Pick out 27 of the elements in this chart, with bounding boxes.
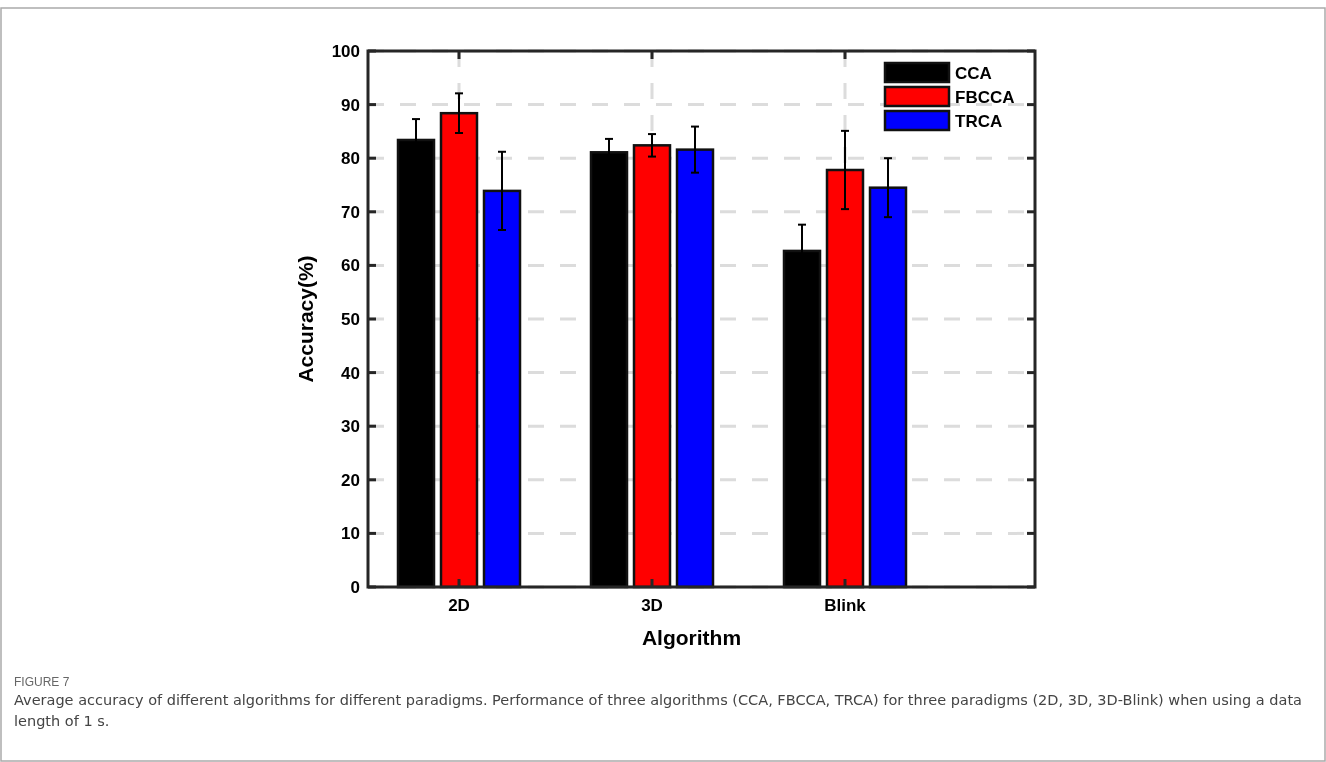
bar	[675, 148, 715, 589]
y-tick-label: 30	[341, 417, 360, 437]
x-axis-title: Algorithm	[641, 626, 742, 649]
y-tick-label: 20	[341, 470, 360, 490]
caption: FIGURE 7	[14, 675, 70, 689]
bar	[632, 144, 672, 589]
y-tick-label: 100	[331, 41, 360, 61]
bar	[825, 168, 865, 589]
bar	[868, 186, 908, 589]
x-tick-label: Blink	[824, 596, 867, 615]
y-axis-title: Accuracy(%)	[294, 255, 317, 383]
y-tick-label: 0	[350, 577, 360, 597]
y-tick-label: 40	[341, 363, 360, 383]
legend-label: TRCA	[955, 111, 1003, 131]
y-tick-label: 10	[341, 524, 360, 544]
x-tick-label: 3D	[641, 596, 663, 615]
y-tick-label: 70	[341, 202, 360, 222]
x-tick-label: 2D	[448, 596, 470, 615]
y-tick-label: 50	[341, 309, 360, 329]
y-tick-label: 60	[341, 256, 360, 276]
bar	[439, 111, 479, 589]
y-tick-label: 80	[341, 149, 360, 169]
legend-label: CCA	[955, 63, 992, 83]
bar	[482, 189, 522, 589]
text: Average accuracy of different algorithms for different paradigms. Performance of three algorithms (CCA, FBCCA, TRCA) for three paradigms (2D, 3D, 3D-Blink) when using a data length of 1 s.	[14, 691, 1303, 731]
y-tick-label: 90	[341, 95, 360, 115]
legend-label: FBCCA	[955, 87, 1015, 107]
